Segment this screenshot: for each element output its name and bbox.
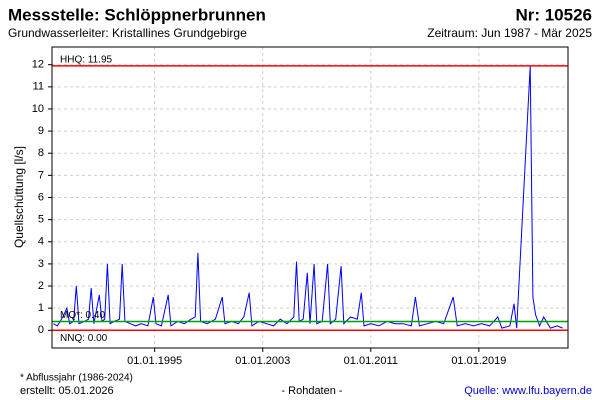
period: Zeitraum: Jun 1987 - Mär 2025 — [427, 26, 592, 40]
data-line — [53, 65, 563, 329]
y-tick-label: 3 — [38, 258, 44, 270]
source-link[interactable]: Quelle: www.lfu.bayern.de — [464, 385, 592, 397]
y-tick-label: 9 — [38, 125, 44, 137]
x-tick-label: 01.01.2003 — [235, 355, 290, 367]
footnote: * Abflussjahr (1986-2024) — [20, 373, 133, 384]
reference-label: HHQ: 11.95 — [60, 54, 112, 65]
y-tick-label: 6 — [38, 191, 44, 203]
y-tick-label: 11 — [33, 81, 44, 93]
y-axis-label: Quellschüttung [l/s] — [12, 146, 26, 248]
x-tick-label: 01.01.2019 — [451, 355, 506, 367]
y-tick-label: 10 — [32, 103, 44, 115]
y-tick-label: 2 — [38, 280, 44, 292]
y-tick-label: 4 — [38, 236, 44, 248]
y-tick-label: 5 — [38, 214, 44, 226]
x-tick-label: 01.01.1995 — [127, 355, 182, 367]
y-tick-label: 1 — [38, 302, 44, 314]
reference-label: MQ*: 0.40 — [60, 310, 105, 321]
reference-label: NNQ: 0.00 — [60, 333, 108, 344]
station-number: Nr: 10526 — [515, 5, 592, 24]
subtitle: Grundwasserleiter: Kristallines Grundgeb… — [8, 26, 247, 40]
y-tick-label: 12 — [32, 59, 44, 71]
y-tick-label: 0 — [38, 324, 44, 336]
chart-title: Messstelle: Schlöppnerbrunnen — [8, 5, 266, 24]
data-note: - Rohdaten - — [281, 385, 342, 397]
y-tick-label: 7 — [38, 169, 44, 181]
x-tick-label: 01.01.2011 — [344, 355, 398, 367]
created-date: erstellt: 05.01.2026 — [20, 385, 114, 397]
plot-frame — [51, 46, 569, 349]
y-tick-label: 8 — [38, 147, 44, 159]
